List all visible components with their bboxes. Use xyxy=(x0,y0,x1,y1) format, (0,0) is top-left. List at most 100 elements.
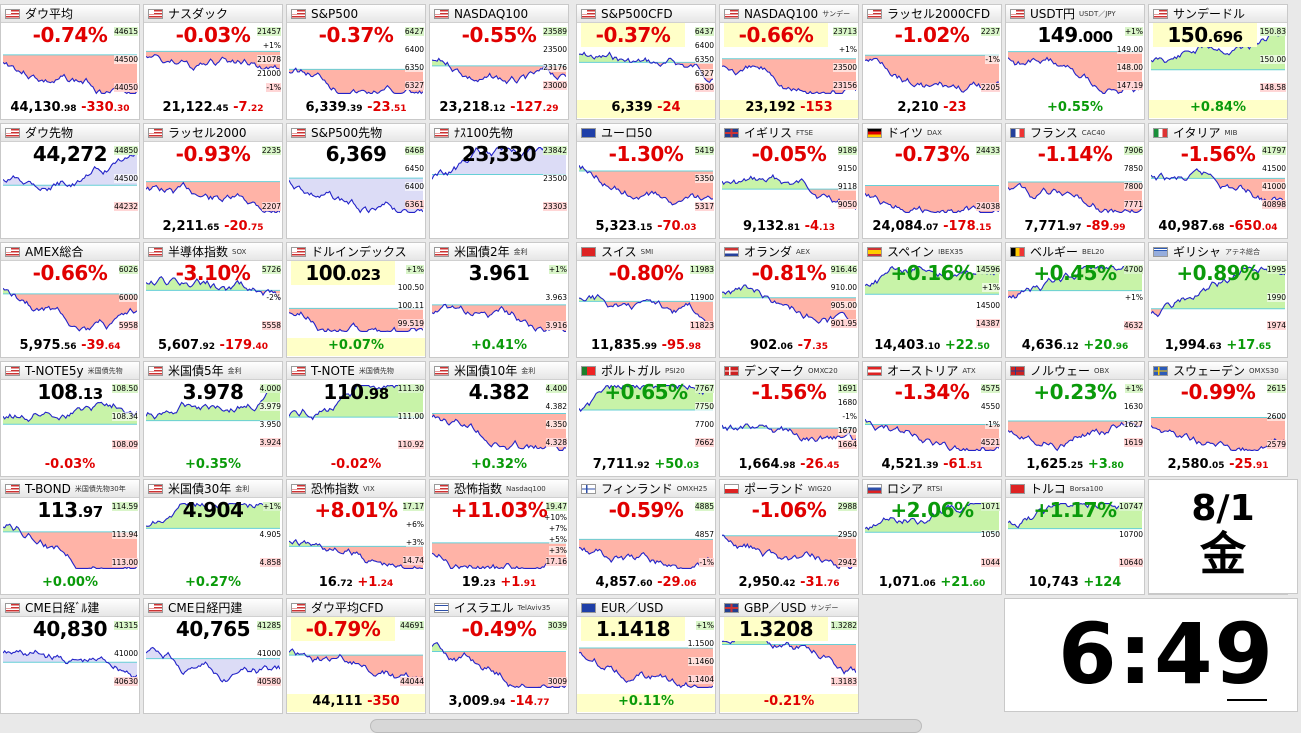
main-value-decimal: .696 xyxy=(1208,28,1243,46)
chart-level-label: 4.350 xyxy=(546,420,567,429)
chart-level-label: 1.1500 xyxy=(688,639,714,648)
tile-name: S&P500 xyxy=(311,7,358,21)
tile-subname: 米国債先物 xyxy=(88,366,123,376)
chart-level-label: 23000 xyxy=(543,81,567,90)
tile-footer: 21,122.45 -7.22 xyxy=(144,100,282,118)
flag-icon xyxy=(724,366,739,376)
main-value-text: 110 xyxy=(323,380,363,404)
tile-main-value: -0.03% xyxy=(144,23,282,47)
main-value-text: 4.382 xyxy=(469,380,530,404)
flag-icon xyxy=(1010,366,1025,376)
chart-level-label: 3.963 xyxy=(546,293,567,302)
tile-header: S&P500 xyxy=(287,5,425,23)
main-value-text: 113 xyxy=(37,498,77,522)
chart-level-label: 4857 xyxy=(695,530,714,539)
tile-footer: 2,211.65 -20.75 xyxy=(144,219,282,237)
last-price-decimal: .56 xyxy=(61,342,77,352)
tile-header: 米国債30年金利 xyxy=(144,480,282,498)
flag-icon xyxy=(724,247,739,257)
main-value-text: 149 xyxy=(1037,23,1077,47)
last-price-decimal: .06 xyxy=(777,342,793,352)
tile-name: スペイン xyxy=(887,243,934,260)
flag-icon xyxy=(434,247,449,257)
tile-main-value: 110.98 xyxy=(287,380,425,404)
tile-header: サンデードル xyxy=(1149,5,1287,23)
horizontal-scrollbar[interactable] xyxy=(370,719,922,733)
chart-level-label: 40630 xyxy=(114,677,138,686)
tile-name: T-NOTE xyxy=(311,364,355,378)
flag-icon xyxy=(1153,247,1168,257)
chart-level-label: 7800 xyxy=(1124,182,1143,191)
tile-main-value: +0.65% xyxy=(577,380,715,404)
price-change-decimal: .65 xyxy=(1255,342,1271,352)
chart-level-label: 1619 xyxy=(1124,438,1143,447)
chart-level-label: 2205 xyxy=(981,83,1000,92)
price-change-decimal: .64 xyxy=(105,342,121,352)
chart-level-label: 14.74 xyxy=(403,556,424,565)
main-value-text: -1.14% xyxy=(1038,142,1113,166)
price-change-decimal: .99 xyxy=(1110,223,1126,233)
chart-level-label: 11900 xyxy=(690,293,714,302)
chart-level-label: 6350 xyxy=(405,63,424,72)
flag-icon xyxy=(867,128,882,138)
tile-footer: 24,084.07 -178.15 xyxy=(863,219,1001,237)
chart-level-label: 21000 xyxy=(257,69,281,78)
chart-level-label: 23500 xyxy=(543,174,567,183)
main-value-text: +11.03% xyxy=(451,498,548,522)
tile-main-value: 40,830 xyxy=(1,617,139,641)
price-change-decimal: .75 xyxy=(248,223,264,233)
chart-level-label: 1.1460 xyxy=(688,657,714,666)
chart-up-area xyxy=(3,288,137,294)
